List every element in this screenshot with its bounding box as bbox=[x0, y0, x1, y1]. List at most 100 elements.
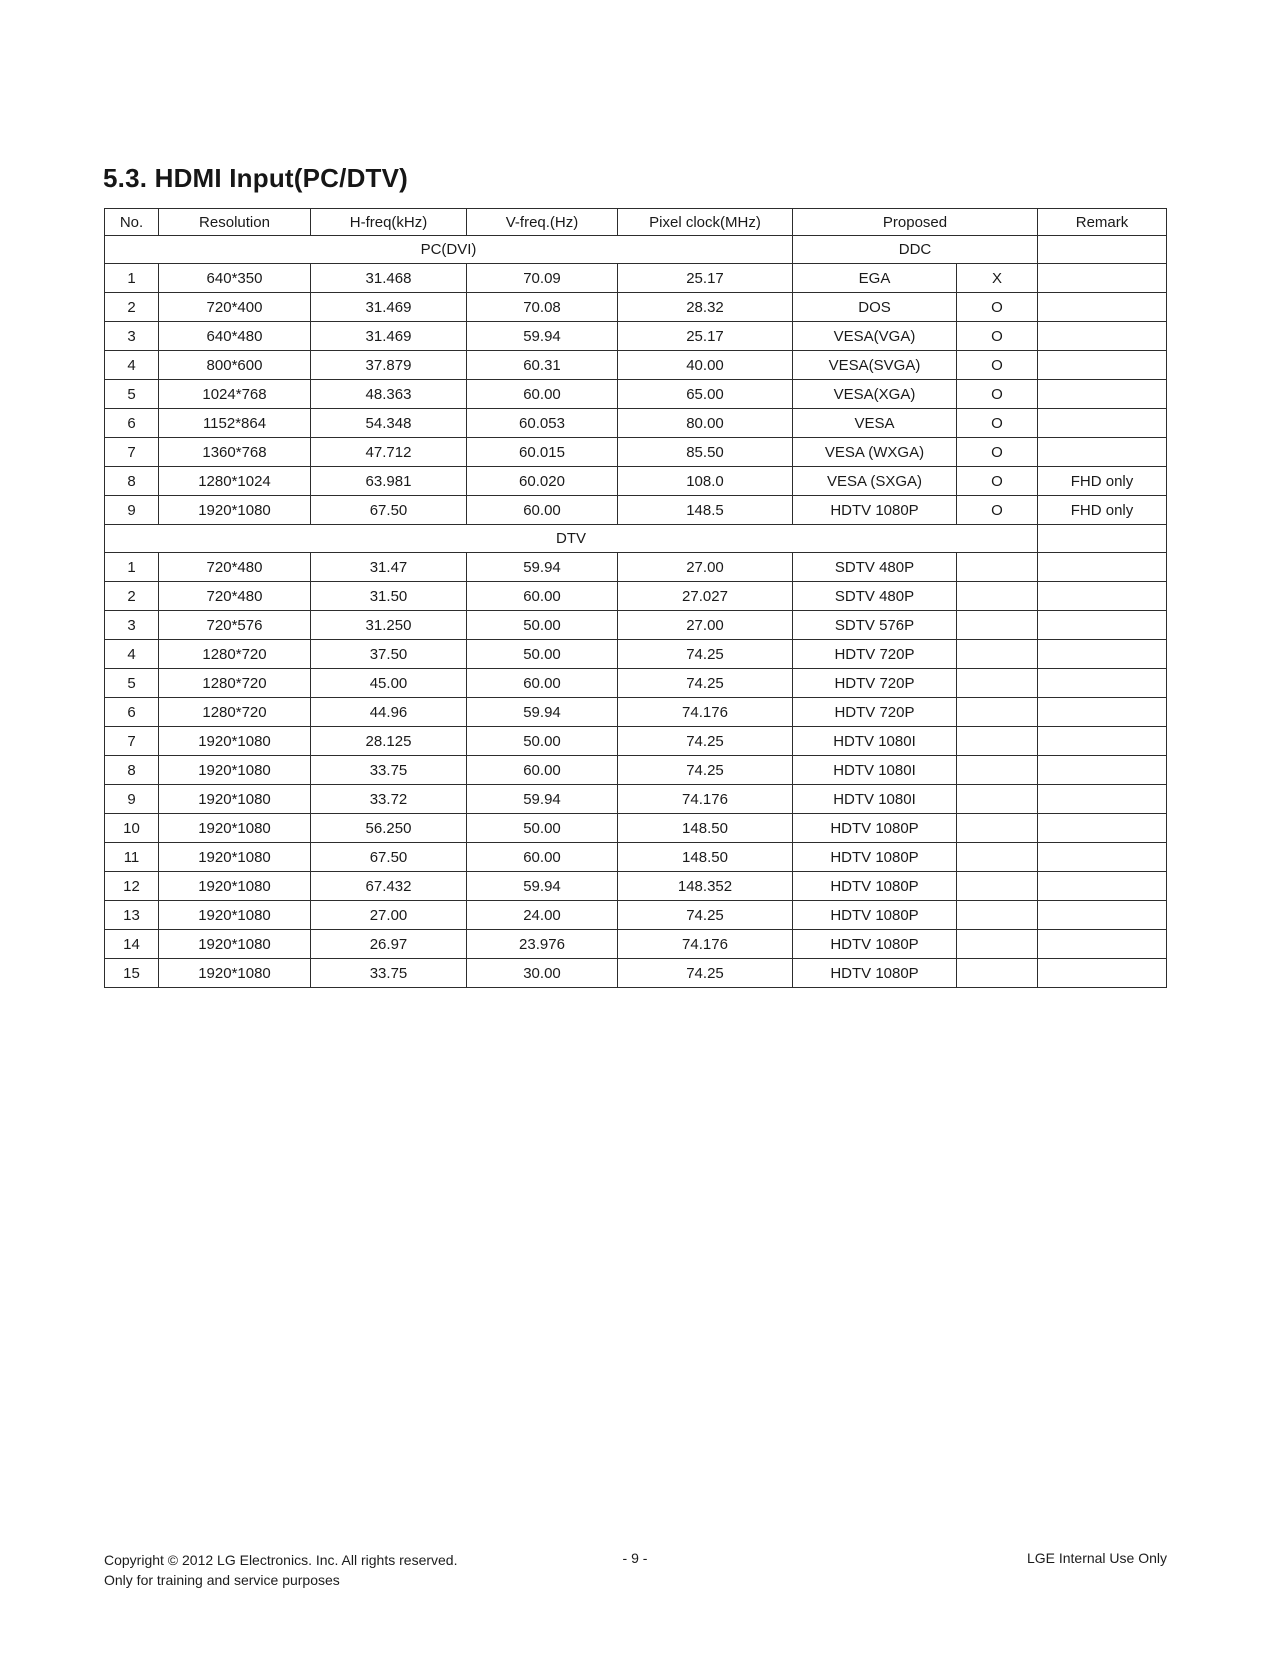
cell-proposed: HDTV 1080P bbox=[792, 871, 957, 901]
cell-no: 13 bbox=[104, 900, 159, 930]
dtv-table-row: 9 1920*1080 33.72 59.94 74.176 HDTV 1080I bbox=[104, 784, 1167, 814]
cell-v-freq: 59.94 bbox=[466, 552, 618, 582]
cell-proposed: HDTV 1080P bbox=[792, 842, 957, 872]
dtv-table-row: 11 1920*1080 67.50 60.00 148.50 HDTV 1080P bbox=[104, 842, 1167, 872]
cell-v-freq: 59.94 bbox=[466, 321, 618, 351]
cell-remark: FHD only bbox=[1037, 466, 1167, 496]
dtv-section-label: DTV bbox=[104, 524, 1038, 553]
cell-remark bbox=[1037, 726, 1167, 756]
cell-pixel-clock: 74.176 bbox=[617, 784, 793, 814]
cell-remark bbox=[1037, 408, 1167, 438]
cell-pixel-clock: 74.25 bbox=[617, 668, 793, 698]
cell-h-freq: 37.50 bbox=[310, 639, 467, 669]
cell-proposed: VESA (SXGA) bbox=[792, 466, 957, 496]
cell-h-freq: 31.469 bbox=[310, 292, 467, 322]
cell-no: 10 bbox=[104, 813, 159, 843]
cell-v-freq: 50.00 bbox=[466, 639, 618, 669]
dtv-table-row: 2 720*480 31.50 60.00 27.027 SDTV 480P bbox=[104, 581, 1167, 611]
cell-h-freq: 45.00 bbox=[310, 668, 467, 698]
dtv-table-row: 7 1920*1080 28.125 50.00 74.25 HDTV 1080I bbox=[104, 726, 1167, 756]
cell-ddc bbox=[956, 668, 1038, 698]
cell-pixel-clock: 148.5 bbox=[617, 495, 793, 525]
footer-internal-note: LGE Internal Use Only bbox=[1026, 1550, 1167, 1566]
cell-resolution: 640*350 bbox=[158, 263, 311, 293]
cell-h-freq: 31.47 bbox=[310, 552, 467, 582]
cell-h-freq: 44.96 bbox=[310, 697, 467, 727]
cell-remark bbox=[1037, 842, 1167, 872]
cell-remark bbox=[1037, 350, 1167, 380]
cell-no: 5 bbox=[104, 379, 159, 409]
dtv-table-row: 12 1920*1080 67.432 59.94 148.352 HDTV 1080P bbox=[104, 871, 1167, 901]
cell-ddc bbox=[956, 842, 1038, 872]
col-header-remark: Remark bbox=[1037, 208, 1167, 236]
cell-proposed: DOS bbox=[792, 292, 957, 322]
cell-h-freq: 67.50 bbox=[310, 495, 467, 525]
col-header-pixel-clock: Pixel clock(MHz) bbox=[617, 208, 793, 236]
footer-copyright-line1: Copyright © 2012 LG Electronics. Inc. Al… bbox=[104, 1552, 458, 1568]
cell-resolution: 1280*720 bbox=[158, 668, 311, 698]
cell-pixel-clock: 74.25 bbox=[617, 639, 793, 669]
cell-h-freq: 27.00 bbox=[310, 900, 467, 930]
cell-proposed: HDTV 1080P bbox=[792, 929, 957, 959]
cell-no: 8 bbox=[104, 755, 159, 785]
cell-pixel-clock: 28.32 bbox=[617, 292, 793, 322]
cell-resolution: 720*576 bbox=[158, 610, 311, 640]
footer-copyright-line2: Only for training and service purposes bbox=[104, 1572, 340, 1588]
cell-remark bbox=[1037, 292, 1167, 322]
cell-pixel-clock: 148.352 bbox=[617, 871, 793, 901]
cell-no: 4 bbox=[104, 639, 159, 669]
cell-resolution: 1920*1080 bbox=[158, 958, 311, 988]
cell-ddc: O bbox=[956, 495, 1038, 525]
cell-h-freq: 28.125 bbox=[310, 726, 467, 756]
pc-section-remark-cell bbox=[1037, 235, 1167, 264]
cell-h-freq: 67.50 bbox=[310, 842, 467, 872]
cell-no: 8 bbox=[104, 466, 159, 496]
cell-pixel-clock: 108.0 bbox=[617, 466, 793, 496]
cell-resolution: 640*480 bbox=[158, 321, 311, 351]
cell-ddc bbox=[956, 639, 1038, 669]
pc-ddc-label: DDC bbox=[792, 235, 1038, 264]
dtv-table-row: 4 1280*720 37.50 50.00 74.25 HDTV 720P bbox=[104, 639, 1167, 669]
cell-pixel-clock: 148.50 bbox=[617, 813, 793, 843]
pc-table-row: 1 640*350 31.468 70.09 25.17 EGA X bbox=[104, 263, 1167, 293]
cell-remark: FHD only bbox=[1037, 495, 1167, 525]
cell-resolution: 720*400 bbox=[158, 292, 311, 322]
cell-no: 3 bbox=[104, 321, 159, 351]
cell-no: 4 bbox=[104, 350, 159, 380]
cell-proposed: HDTV 1080P bbox=[792, 958, 957, 988]
cell-ddc: O bbox=[956, 292, 1038, 322]
cell-remark bbox=[1037, 581, 1167, 611]
cell-ddc: O bbox=[956, 379, 1038, 409]
cell-no: 12 bbox=[104, 871, 159, 901]
cell-v-freq: 60.015 bbox=[466, 437, 618, 467]
cell-resolution: 800*600 bbox=[158, 350, 311, 380]
cell-v-freq: 60.00 bbox=[466, 842, 618, 872]
cell-proposed: VESA(VGA) bbox=[792, 321, 957, 351]
col-header-proposed: Proposed bbox=[792, 208, 1038, 236]
cell-h-freq: 37.879 bbox=[310, 350, 467, 380]
dtv-table-row: 3 720*576 31.250 50.00 27.00 SDTV 576P bbox=[104, 610, 1167, 640]
cell-v-freq: 60.00 bbox=[466, 581, 618, 611]
cell-remark bbox=[1037, 610, 1167, 640]
cell-proposed: HDTV 1080I bbox=[792, 726, 957, 756]
pc-table-row: 2 720*400 31.469 70.08 28.32 DOS O bbox=[104, 292, 1167, 322]
cell-pixel-clock: 74.176 bbox=[617, 697, 793, 727]
cell-proposed: SDTV 576P bbox=[792, 610, 957, 640]
cell-remark bbox=[1037, 321, 1167, 351]
cell-remark bbox=[1037, 668, 1167, 698]
pc-table-row: 8 1280*1024 63.981 60.020 108.0 VESA (SXGA) O F… bbox=[104, 466, 1167, 496]
cell-v-freq: 50.00 bbox=[466, 813, 618, 843]
cell-no: 9 bbox=[104, 784, 159, 814]
pc-table-row: 5 1024*768 48.363 60.00 65.00 VESA(XGA) O bbox=[104, 379, 1167, 409]
cell-h-freq: 31.468 bbox=[310, 263, 467, 293]
cell-h-freq: 26.97 bbox=[310, 929, 467, 959]
cell-pixel-clock: 27.00 bbox=[617, 552, 793, 582]
cell-v-freq: 60.00 bbox=[466, 668, 618, 698]
cell-resolution: 1920*1080 bbox=[158, 755, 311, 785]
cell-v-freq: 60.020 bbox=[466, 466, 618, 496]
cell-pixel-clock: 85.50 bbox=[617, 437, 793, 467]
cell-ddc: O bbox=[956, 350, 1038, 380]
cell-h-freq: 31.469 bbox=[310, 321, 467, 351]
pc-table-row: 3 640*480 31.469 59.94 25.17 VESA(VGA) O bbox=[104, 321, 1167, 351]
cell-proposed: VESA (WXGA) bbox=[792, 437, 957, 467]
